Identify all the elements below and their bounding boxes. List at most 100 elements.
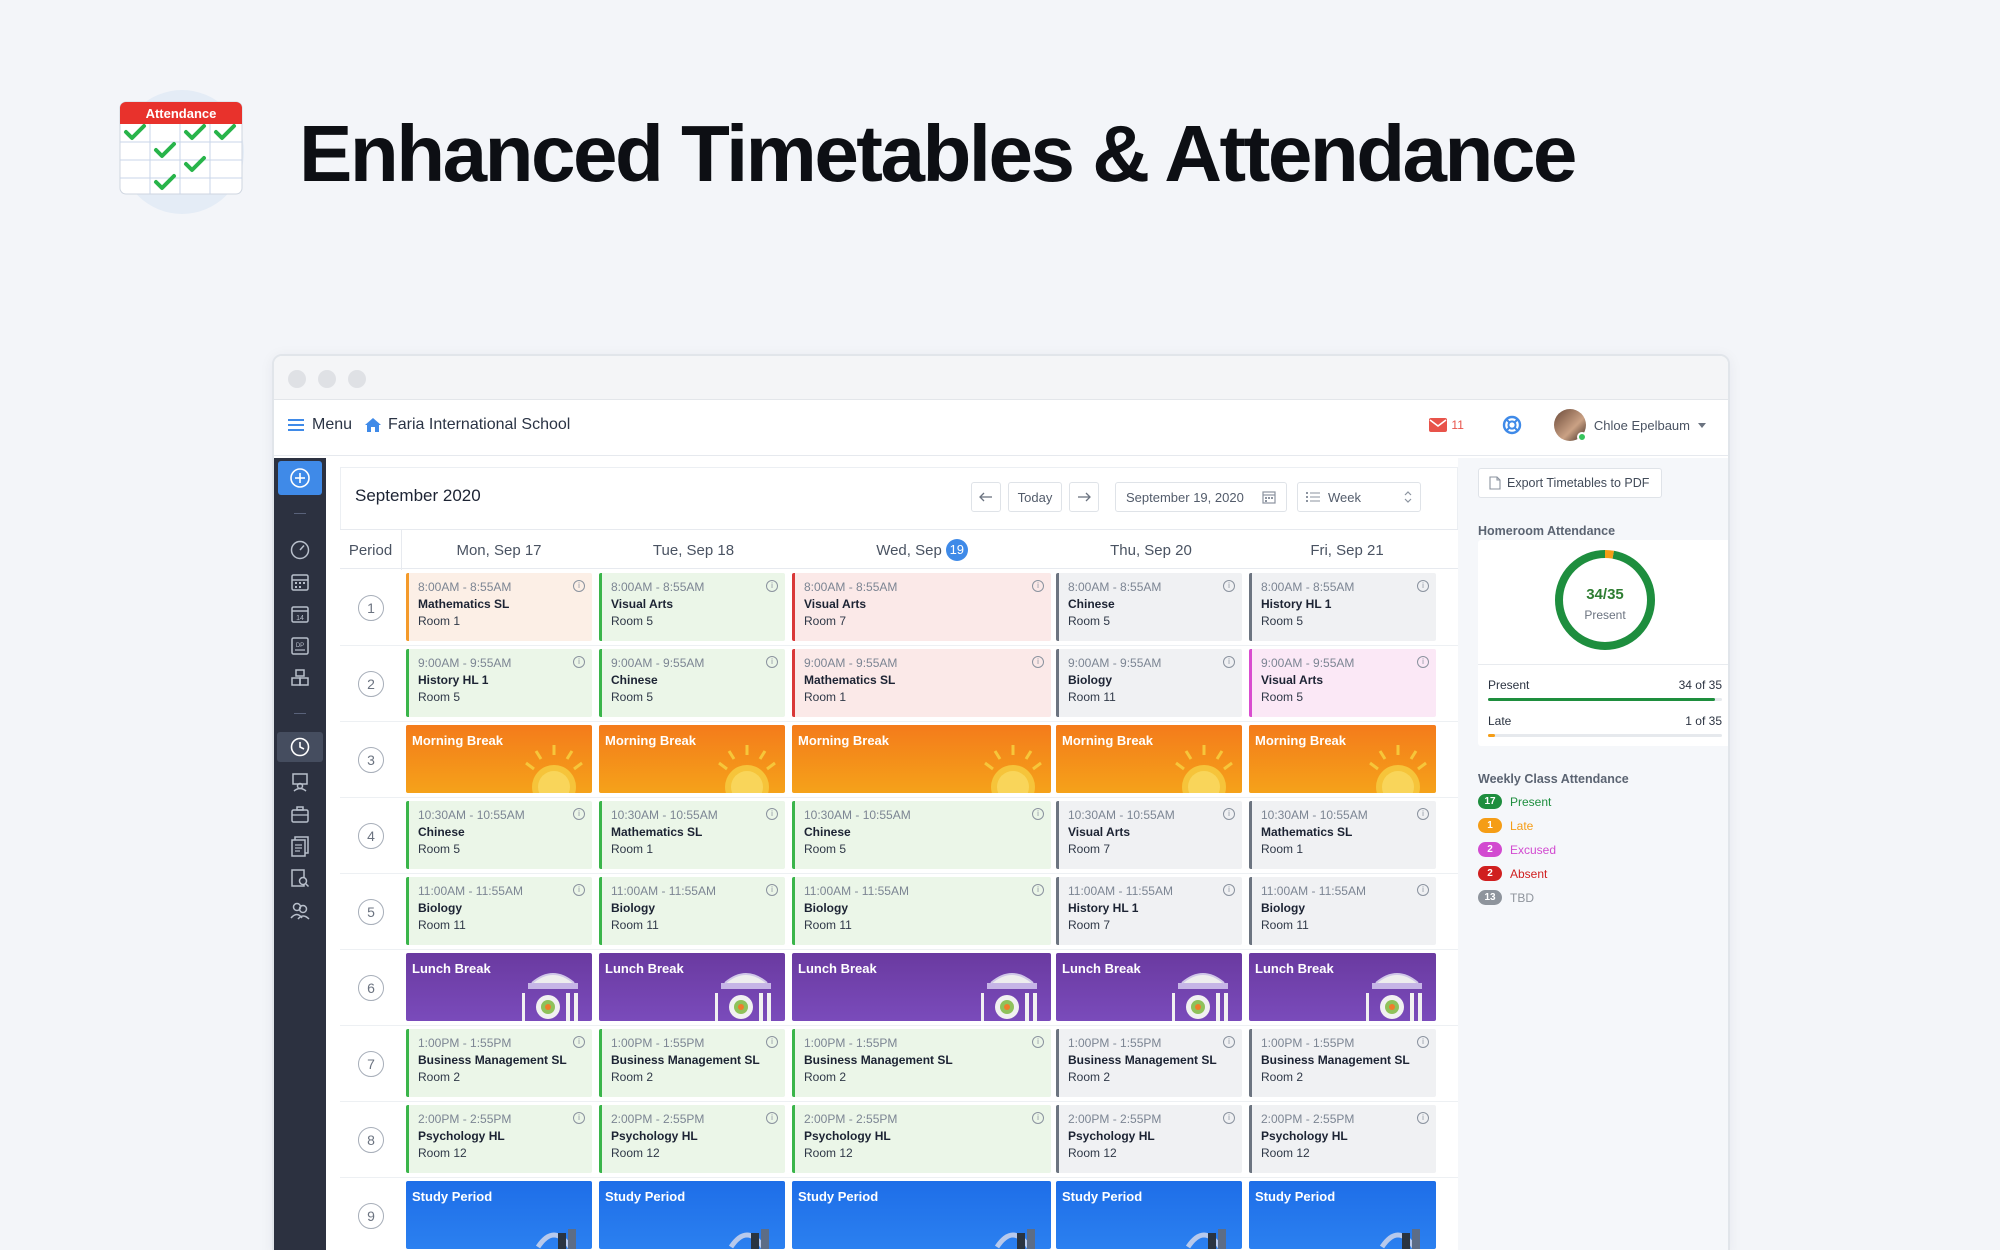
info-icon[interactable]: i [1032,884,1044,896]
class-block-fri[interactable]: 10:30AM - 10:55AM Mathematics SL Room 1 i [1249,801,1436,869]
prev-week-button[interactable] [971,482,1001,512]
class-block-wed[interactable]: 8:00AM - 8:55AM Visual Arts Room 7 i [792,573,1051,641]
sidebar-search-docs[interactable] [286,864,314,892]
user-menu[interactable]: Chloe Epelbaum [1553,409,1706,442]
morning-break-block-mon[interactable]: Morning Break [406,725,592,793]
info-icon[interactable]: i [1223,808,1235,820]
class-block-mon[interactable]: 10:30AM - 10:55AM Chinese Room 5 i [406,801,592,869]
info-icon[interactable]: i [573,580,585,592]
sidebar-timetable-active[interactable] [277,732,323,762]
info-icon[interactable]: i [1223,580,1235,592]
window-close-dot[interactable] [288,370,306,388]
class-block-mon[interactable]: 2:00PM - 2:55PM Psychology HL Room 12 i [406,1105,592,1173]
school-link[interactable]: Faria International School [364,416,570,434]
info-icon[interactable]: i [1223,656,1235,668]
morning-break-block-wed[interactable]: Morning Break [792,725,1051,793]
sidebar-reports[interactable] [286,832,314,860]
info-icon[interactable]: i [1032,1036,1044,1048]
sidebar-add-button[interactable] [278,461,322,495]
info-icon[interactable]: i [1032,1112,1044,1124]
sidebar-portfolio[interactable] [286,800,314,828]
sidebar-modules[interactable] [286,664,314,692]
class-block-tue[interactable]: 10:30AM - 10:55AM Mathematics SL Room 1 i [599,801,785,869]
class-block-tue[interactable]: 9:00AM - 9:55AM Chinese Room 5 i [599,649,785,717]
sidebar-community[interactable] [286,896,314,924]
info-icon[interactable]: i [1417,580,1429,592]
window-minimize-dot[interactable] [318,370,336,388]
class-block-mon[interactable]: 9:00AM - 9:55AM History HL 1 Room 5 i [406,649,592,717]
class-block-mon[interactable]: 1:00PM - 1:55PM Business Management SL Roo… [406,1029,592,1097]
info-icon[interactable]: i [1417,656,1429,668]
info-icon[interactable]: i [1223,884,1235,896]
class-block-fri[interactable]: 2:00PM - 2:55PM Psychology HL Room 12 i [1249,1105,1436,1173]
study-break-block-mon[interactable]: Study Period [406,1181,592,1249]
day-header-fri[interactable]: Fri, Sep 21 [1310,541,1384,559]
class-block-tue[interactable]: 11:00AM - 11:55AM Biology Room 11 i [599,877,785,945]
info-icon[interactable]: i [766,884,778,896]
info-icon[interactable]: i [573,884,585,896]
day-header-mon[interactable]: Mon, Sep 17 [456,541,542,559]
day-header-thu[interactable]: Thu, Sep 20 [1110,541,1192,559]
info-icon[interactable]: i [573,1036,585,1048]
class-block-wed[interactable]: 10:30AM - 10:55AM Chinese Room 5 i [792,801,1051,869]
morning-break-block-thu[interactable]: Morning Break [1056,725,1242,793]
class-block-thu[interactable]: 9:00AM - 9:55AM Biology Room 11 i [1056,649,1242,717]
info-icon[interactable]: i [1032,656,1044,668]
class-block-fri[interactable]: 1:00PM - 1:55PM Business Management SL Roo… [1249,1029,1436,1097]
class-block-fri[interactable]: 8:00AM - 8:55AM History HL 1 Room 5 i [1249,573,1436,641]
study-break-block-wed[interactable]: Study Period [792,1181,1051,1249]
class-block-mon[interactable]: 11:00AM - 11:55AM Biology Room 11 i [406,877,592,945]
class-block-wed[interactable]: 9:00AM - 9:55AM Mathematics SL Room 1 i [792,649,1051,717]
info-icon[interactable]: i [573,808,585,820]
sidebar-dashboard[interactable] [286,536,314,564]
info-icon[interactable]: i [573,1112,585,1124]
view-select[interactable]: Week [1297,482,1421,512]
info-icon[interactable]: i [766,656,778,668]
export-pdf-button[interactable]: Export Timetables to PDF [1478,468,1663,498]
info-icon[interactable]: i [766,1112,778,1124]
info-icon[interactable]: i [1032,808,1044,820]
info-icon[interactable]: i [766,580,778,592]
study-break-block-fri[interactable]: Study Period [1249,1181,1436,1249]
sidebar-teacher[interactable] [286,768,314,796]
date-picker-field[interactable]: September 19, 2020 [1115,482,1287,512]
class-block-thu[interactable]: 10:30AM - 10:55AM Visual Arts Room 7 i [1056,801,1242,869]
class-block-tue[interactable]: 8:00AM - 8:55AM Visual Arts Room 5 i [599,573,785,641]
class-block-wed[interactable]: 11:00AM - 11:55AM Biology Room 11 i [792,877,1051,945]
info-icon[interactable]: i [1417,808,1429,820]
lunch-break-block-fri[interactable]: Lunch Break [1249,953,1436,1021]
class-block-fri[interactable]: 9:00AM - 9:55AM Visual Arts Room 5 i [1249,649,1436,717]
info-icon[interactable]: i [1223,1036,1235,1048]
study-break-block-tue[interactable]: Study Period [599,1181,785,1249]
class-block-mon[interactable]: 8:00AM - 8:55AM Mathematics SL Room 1 i [406,573,592,641]
day-header-wed[interactable]: Wed, Sep 19 [791,530,1053,570]
lunch-break-block-thu[interactable]: Lunch Break [1056,953,1242,1021]
info-icon[interactable]: i [573,656,585,668]
sidebar-dp[interactable]: DP [286,632,314,660]
sidebar-date[interactable]: 14 [286,600,314,628]
study-break-block-thu[interactable]: Study Period [1056,1181,1242,1249]
class-block-thu[interactable]: 11:00AM - 11:55AM History HL 1 Room 7 i [1056,877,1242,945]
lunch-break-block-mon[interactable]: Lunch Break [406,953,592,1021]
next-week-button[interactable] [1069,482,1099,512]
class-block-thu[interactable]: 8:00AM - 8:55AM Chinese Room 5 i [1056,573,1242,641]
lunch-break-block-wed[interactable]: Lunch Break [792,953,1051,1021]
info-icon[interactable]: i [1032,580,1044,592]
day-header-tue[interactable]: Tue, Sep 18 [652,541,735,559]
today-button[interactable]: Today [1008,482,1062,512]
menu-button[interactable]: Menu [288,416,352,434]
class-block-tue[interactable]: 2:00PM - 2:55PM Psychology HL Room 12 i [599,1105,785,1173]
class-block-tue[interactable]: 1:00PM - 1:55PM Business Management SL Roo… [599,1029,785,1097]
class-block-wed[interactable]: 2:00PM - 2:55PM Psychology HL Room 12 i [792,1105,1051,1173]
class-block-wed[interactable]: 1:00PM - 1:55PM Business Management SL Roo… [792,1029,1051,1097]
morning-break-block-tue[interactable]: Morning Break [599,725,785,793]
info-icon[interactable]: i [1417,1036,1429,1048]
info-icon[interactable]: i [766,1036,778,1048]
info-icon[interactable]: i [1223,1112,1235,1124]
messages-button[interactable]: 11 [1429,418,1464,432]
info-icon[interactable]: i [1417,884,1429,896]
window-maximize-dot[interactable] [348,370,366,388]
morning-break-block-fri[interactable]: Morning Break [1249,725,1436,793]
class-block-fri[interactable]: 11:00AM - 11:55AM Biology Room 11 i [1249,877,1436,945]
info-icon[interactable]: i [1417,1112,1429,1124]
